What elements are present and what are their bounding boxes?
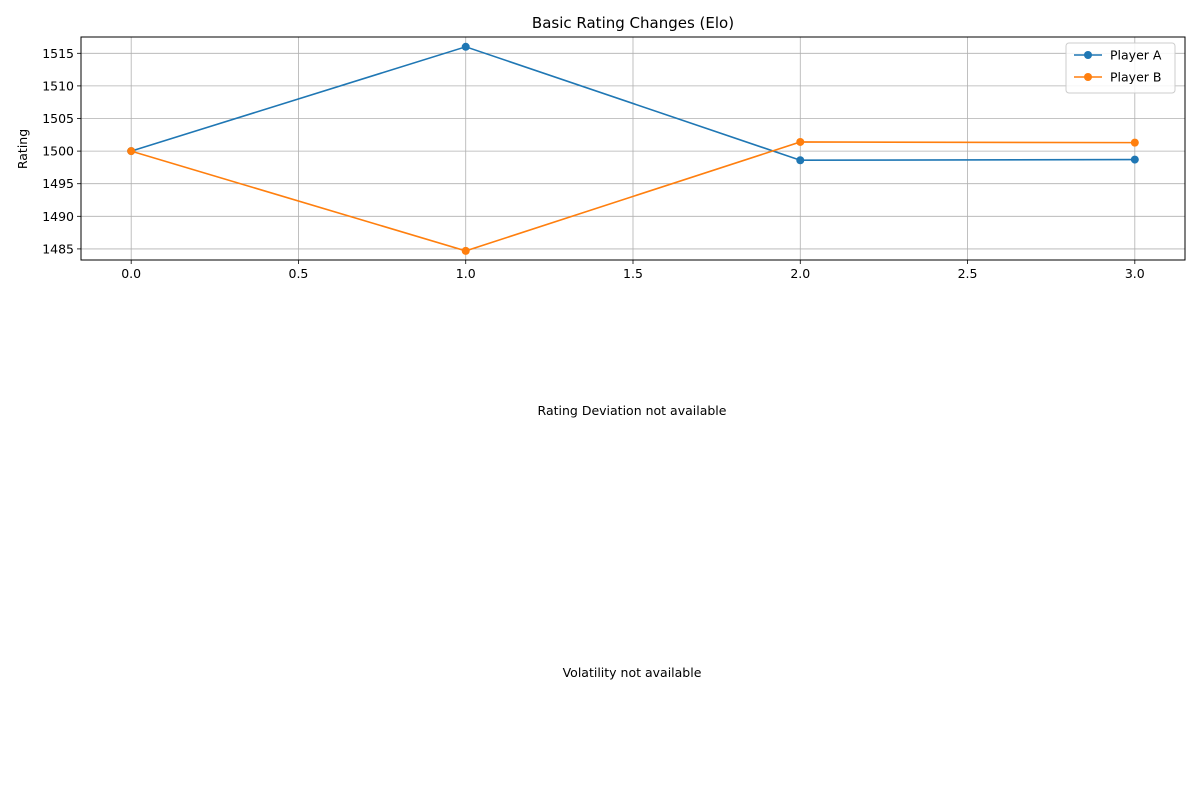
x-tick-label: 0.0 (121, 266, 141, 281)
y-tick-label: 1515 (42, 46, 74, 61)
x-tick-label: 0.5 (289, 266, 309, 281)
y-tick-label: 1490 (42, 209, 74, 224)
y-axis: 1485 1490 1495 1500 1505 1510 1515 (42, 46, 81, 256)
x-tick-label: 1.5 (623, 266, 643, 281)
y-tick-label: 1485 (42, 241, 74, 256)
rating-deviation-message: Rating Deviation not available (537, 403, 727, 418)
series-layer (127, 42, 1139, 255)
legend-marker (1084, 73, 1092, 81)
x-tick-label: 1.0 (456, 266, 476, 281)
grid (81, 37, 1185, 260)
data-point (461, 42, 470, 51)
x-tick-label: 2.5 (958, 266, 978, 281)
x-tick-label: 3.0 (1125, 266, 1145, 281)
y-tick-label: 1510 (42, 78, 74, 93)
legend-marker (1084, 51, 1092, 59)
data-point (127, 147, 136, 156)
x-axis: 0.0 0.5 1.0 1.5 2.0 2.5 3.0 (121, 260, 1145, 281)
data-point (1130, 138, 1139, 147)
data-point (1130, 155, 1139, 164)
series-2 (127, 137, 1139, 255)
data-point (461, 246, 470, 255)
y-axis-label: Rating (15, 129, 30, 169)
data-point (796, 137, 805, 146)
data-point (796, 156, 805, 165)
legend: Player A Player B (1065, 42, 1176, 94)
series-line (130, 141, 1135, 252)
y-tick-label: 1495 (42, 176, 74, 191)
chart-title: Basic Rating Changes (Elo) (532, 14, 734, 32)
x-tick-label: 2.0 (790, 266, 810, 281)
series-line (130, 45, 1135, 162)
y-tick-label: 1505 (42, 111, 74, 126)
legend-label: Player A (1110, 48, 1162, 63)
y-tick-label: 1500 (42, 144, 74, 159)
legend-label: Player B (1110, 70, 1161, 85)
volatility-message: Volatility not available (562, 665, 702, 680)
